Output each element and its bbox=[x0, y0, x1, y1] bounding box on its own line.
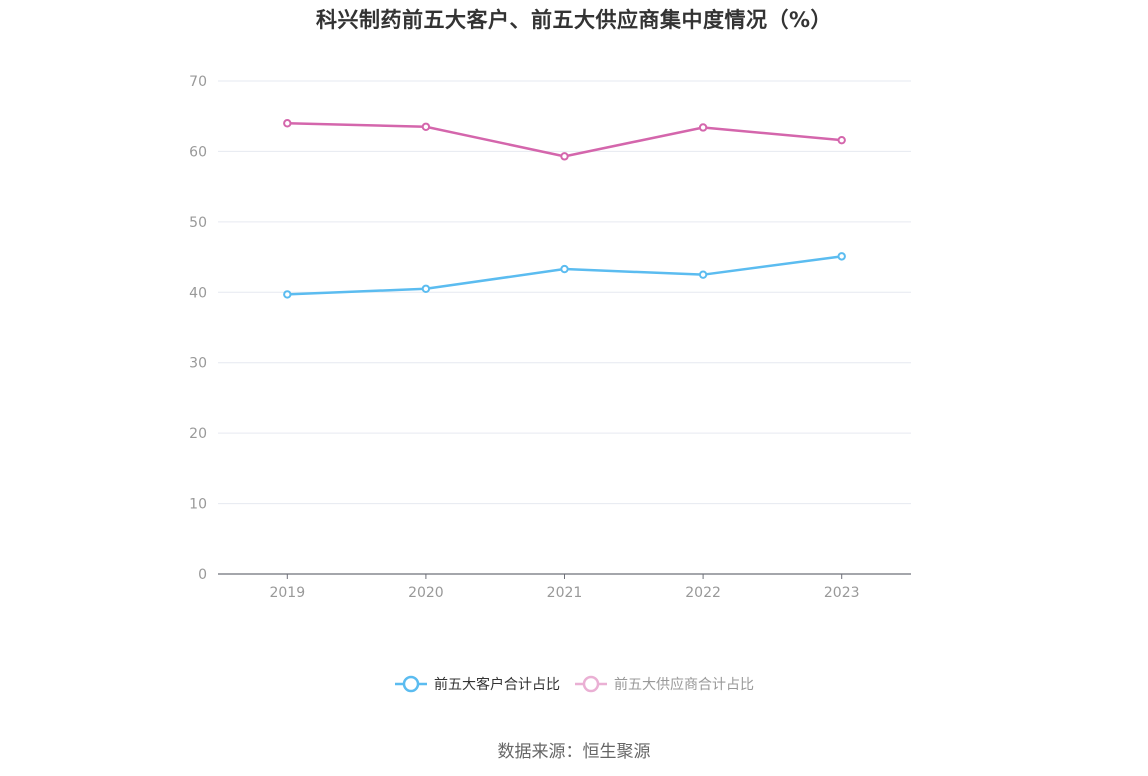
x-tick-label: 2019 bbox=[269, 585, 305, 601]
y-tick-label: 50 bbox=[189, 215, 207, 231]
y-axis: 0 10 20 30 40 50 60 70 bbox=[189, 74, 207, 583]
x-tick-label: 2021 bbox=[547, 585, 583, 601]
line-chart: 0 10 20 30 40 50 60 70 2019 2020 2021 2022 2023 bbox=[189, 74, 911, 601]
y-tick-label: 40 bbox=[189, 285, 207, 301]
data-point[interactable] bbox=[421, 284, 431, 293]
data-point[interactable] bbox=[698, 123, 708, 132]
data-point[interactable] bbox=[283, 290, 292, 299]
legend-circle-marker-icon bbox=[575, 675, 607, 693]
chart-title: 科兴制药前五大客户、前五大供应商集中度情况（%） bbox=[315, 8, 833, 32]
data-point[interactable] bbox=[560, 152, 569, 161]
y-tick-label: 60 bbox=[189, 144, 207, 160]
legend-circle-marker-icon bbox=[395, 675, 427, 693]
data-point[interactable] bbox=[421, 122, 431, 131]
x-tick-label: 2022 bbox=[685, 585, 721, 601]
series-customers bbox=[283, 252, 846, 299]
x-tick-label: 2020 bbox=[408, 585, 444, 601]
data-point[interactable] bbox=[837, 252, 846, 261]
data-point[interactable] bbox=[283, 119, 292, 128]
y-tick-label: 10 bbox=[189, 497, 207, 513]
legend: 前五大客户合计占比 前五大供应商合计占比 bbox=[0, 674, 1148, 694]
y-tick-label: 70 bbox=[189, 74, 207, 90]
legend-label-suppliers: 前五大供应商合计占比 bbox=[614, 677, 754, 693]
y-tick-label: 0 bbox=[198, 567, 207, 583]
legend-label-customers: 前五大客户合计占比 bbox=[434, 677, 560, 693]
y-tick-label: 20 bbox=[189, 426, 207, 442]
data-point[interactable] bbox=[560, 264, 569, 274]
legend-item-suppliers[interactable]: 前五大供应商合计占比 bbox=[574, 674, 754, 694]
data-point[interactable] bbox=[837, 135, 846, 145]
series-line bbox=[287, 255, 842, 296]
data-series bbox=[283, 119, 846, 299]
data-source-note: 数据来源：恒生聚源 bbox=[497, 742, 651, 762]
legend-item-customers[interactable]: 前五大客户合计占比 bbox=[394, 674, 560, 694]
x-axis: 2019 2020 2021 2022 2023 bbox=[218, 573, 911, 601]
series-suppliers bbox=[283, 119, 846, 161]
data-point[interactable] bbox=[698, 270, 708, 279]
x-tick-label: 2023 bbox=[824, 585, 860, 601]
y-tick-label: 30 bbox=[189, 356, 207, 372]
